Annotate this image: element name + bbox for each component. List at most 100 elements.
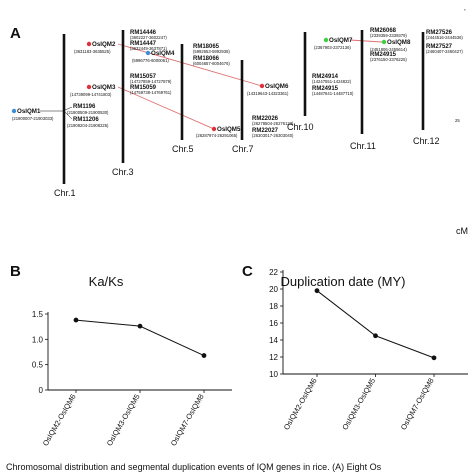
gene-name: OsIQM3 xyxy=(92,84,116,91)
panel-c-letter: C xyxy=(242,263,253,280)
marker-name: RM24914 xyxy=(312,74,339,80)
data-point xyxy=(373,333,378,339)
marker-position: (26278504-26276123) xyxy=(252,121,294,126)
link-iqm7-iqm8 xyxy=(349,39,383,43)
marker-position: (14487641-14487710) xyxy=(312,91,354,96)
series-line xyxy=(316,290,435,359)
data-point xyxy=(201,353,207,358)
x-tick-label: OsIQM3-OsIQM5 xyxy=(340,377,377,432)
y-tick-label: 12 xyxy=(269,353,278,362)
gene-name: OsIQM4 xyxy=(151,50,175,57)
chart-b-title: Ka/Ks xyxy=(89,274,124,289)
x-tick-label: OsIQM7-OsIQM8 xyxy=(169,393,206,448)
marker-position: (14247551-1424822) xyxy=(312,79,352,84)
marker-tick xyxy=(64,106,73,111)
data-point xyxy=(137,323,143,329)
chromosomes: Chr.1 Chr.3 Chr.5 Chr.7 Chr.10 Chr.11 Ch… xyxy=(54,30,440,198)
marker-position: (21908204-21908225) xyxy=(67,123,109,128)
panel-b-letter: B xyxy=(10,263,21,280)
gene-position: (3631183-3635525) xyxy=(74,49,111,54)
y-tick-label: 1.5 xyxy=(32,310,44,319)
gene-position: (26287974-26291065) xyxy=(196,133,238,138)
marker-position: (2339359-2339379) xyxy=(370,33,407,38)
data-point xyxy=(314,288,320,294)
x-tick-label: OsIQM3-OsIQM5 xyxy=(105,393,142,448)
figure-caption: Chromosomal distribution and segmental d… xyxy=(6,462,382,472)
gene-dot xyxy=(323,37,329,43)
marker-name: RM14446 xyxy=(130,30,157,36)
gene-dot xyxy=(381,39,387,45)
marker-position: (3632449-3637871) xyxy=(130,46,167,51)
marker-name: RM26068 xyxy=(370,28,397,34)
gene-position: (14319643-14323361) xyxy=(247,91,289,96)
gene-name: OsIQM7 xyxy=(329,37,353,44)
marker-name: RM14447 xyxy=(130,41,157,47)
gene-name: OsIQM8 xyxy=(387,39,411,46)
gene-dot xyxy=(259,83,265,89)
gene-position: (14739099-14741803) xyxy=(70,92,112,97)
y-tick-label: 0.5 xyxy=(32,361,44,370)
scale-tick: 25 xyxy=(455,118,460,123)
x-tick-label: OsIQM2-OsIQM6 xyxy=(282,377,319,432)
gene-position: (2451806-2455614) xyxy=(370,47,407,52)
marker-name: RM15057 xyxy=(130,74,157,80)
marker-position: (14727859-14727879) xyxy=(130,79,172,84)
link-iqm3-iqm5 xyxy=(117,86,215,130)
marker-name: RM24915 xyxy=(370,52,397,58)
y-tick-label: 22 xyxy=(269,268,278,277)
gene-dot xyxy=(11,108,17,114)
gene-dot xyxy=(86,84,92,90)
marker-position: (5992653-5992938) xyxy=(193,49,230,54)
marker-name: RM18065 xyxy=(193,44,220,50)
marker-name: RM24915 xyxy=(312,86,339,92)
data-point xyxy=(431,355,437,361)
y-tick-label: 20 xyxy=(269,285,278,294)
x-tick-label: OsIQM2-OsIQM6 xyxy=(41,393,78,448)
y-tick-label: 16 xyxy=(269,319,278,328)
duplication-date-chart: 10 12 14 16 18 20 22 OsIQM2-OsIQM6 OsIQM3-OsIQM5… xyxy=(269,268,468,432)
link-iqm2-iqm6 xyxy=(117,43,263,87)
marker-name: RM22026 xyxy=(252,116,279,122)
marker-name: RM27527 xyxy=(426,44,453,50)
gene-name: OsIQM5 xyxy=(217,126,241,133)
marker-position: (6004657-6004676) xyxy=(193,61,230,66)
y-tick-label: 18 xyxy=(269,302,278,311)
scale-star: * xyxy=(464,8,466,13)
marker-position: (2376150-2376225) xyxy=(370,57,407,62)
marker-name: RM15059 xyxy=(130,85,157,91)
data-point xyxy=(73,317,79,323)
gene-name: OsIQM1 xyxy=(17,108,41,115)
y-tick-label: 14 xyxy=(269,336,278,345)
chromosome-label: Chr.10 xyxy=(287,122,314,132)
cm-unit-label: cM xyxy=(456,226,468,236)
marker-name: RM27526 xyxy=(426,30,453,36)
marker-name: RM18066 xyxy=(193,56,220,62)
gene-name: OsIQM2 xyxy=(92,41,116,48)
chromosome-label: Chr.3 xyxy=(112,167,134,177)
gene-dot xyxy=(145,50,151,56)
duplication-links xyxy=(117,39,383,130)
chromosome-label: Chr.7 xyxy=(232,144,254,154)
marker-name: RM1196 xyxy=(73,104,96,110)
gene-name: OsIQM6 xyxy=(265,83,289,90)
chart-c-title: Duplication date (MY) xyxy=(281,274,406,289)
y-tick-label: 1.0 xyxy=(32,335,44,344)
chromosome-label: Chr.1 xyxy=(54,188,76,198)
chromosome-label: Chr.11 xyxy=(350,141,376,151)
ka-ks-chart: 0 0.5 1.0 1.5 OsIQM2-OsIQM6 OsIQM3-OsIQM5 OsIQ… xyxy=(32,310,232,448)
gene-position: (2367903-2372136) xyxy=(314,45,351,50)
marker-name: RM11206 xyxy=(73,117,99,123)
x-tick-label: OsIQM7-OsIQM8 xyxy=(399,377,436,432)
gene-dot xyxy=(211,126,217,132)
marker-position: (3602227-3602247) xyxy=(130,35,167,40)
genes: OsIQM1 (21900007-21903033) OsIQM2 (36311… xyxy=(11,37,411,138)
marker-position: (21900509-21900530) xyxy=(67,110,109,115)
chromosome-label: Chr.5 xyxy=(172,144,194,154)
y-tick-label: 0 xyxy=(39,386,44,395)
gene-position: (21900007-21903033) xyxy=(12,116,54,121)
marker-position: (2444516-2444536) xyxy=(426,35,463,40)
gene-dot xyxy=(86,41,92,47)
marker-position: (14759738-14769761) xyxy=(130,90,172,95)
marker-position: (2460407-2460427) xyxy=(426,49,463,54)
